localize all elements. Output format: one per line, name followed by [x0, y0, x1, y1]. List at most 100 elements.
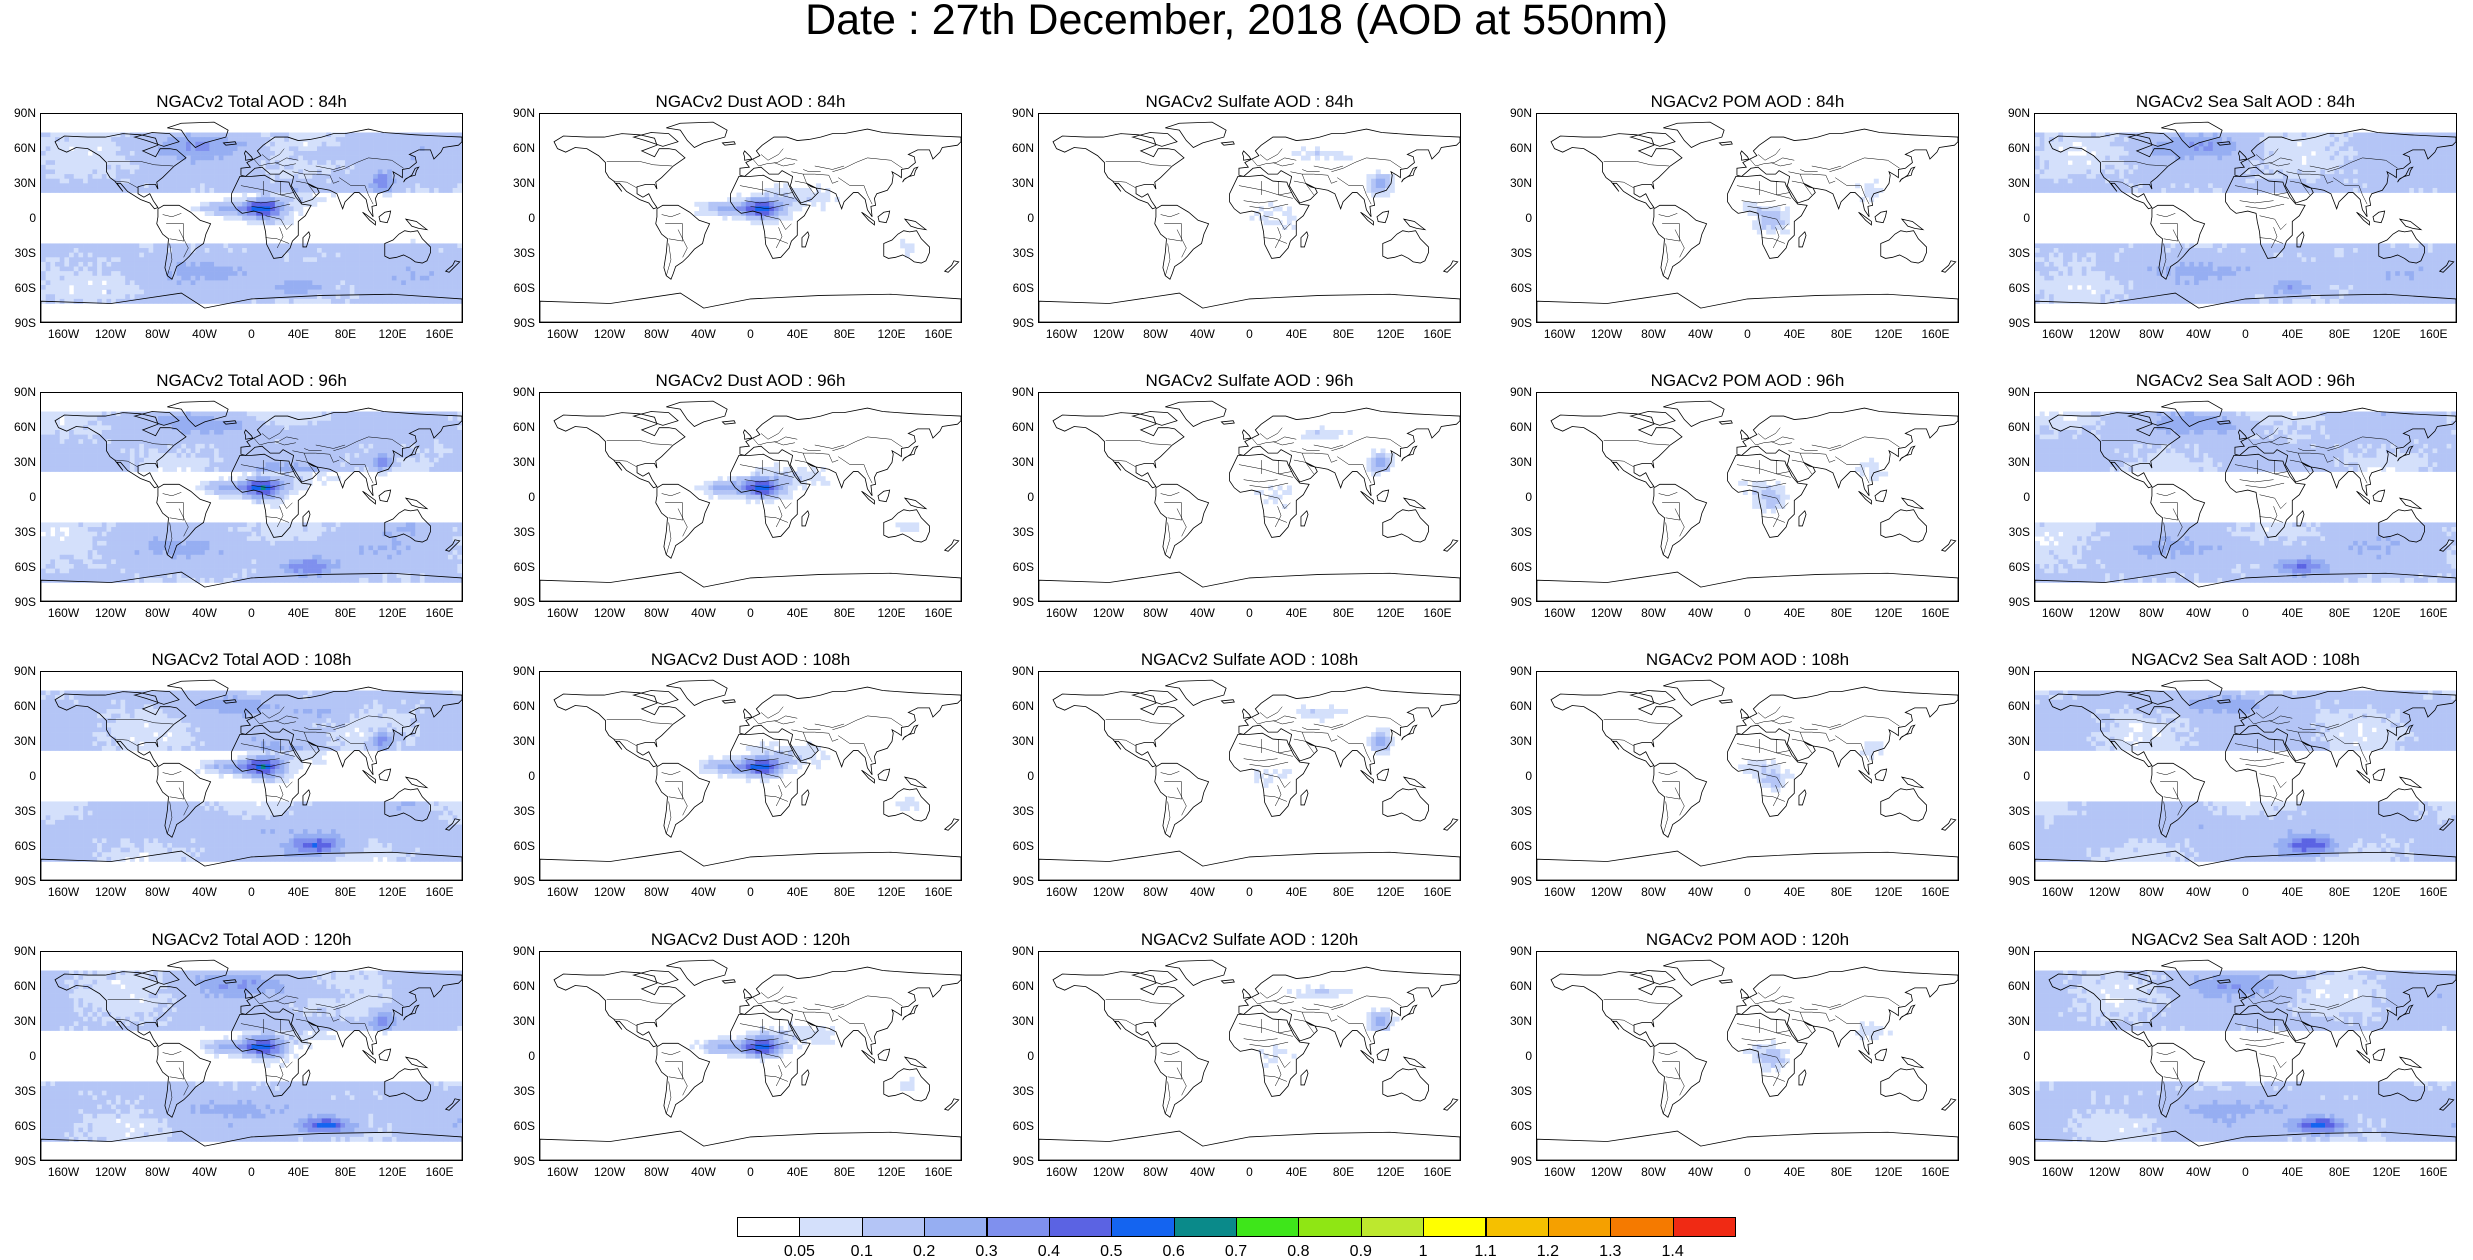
lon-tick-label: 40E	[1775, 1165, 1815, 1179]
lat-tick-label: 30S	[1994, 1084, 2030, 1098]
lat-tick-label: 60N	[499, 979, 535, 993]
lon-tick-label: 40W	[1183, 327, 1223, 341]
lon-tick-label: 40W	[684, 327, 724, 341]
lon-tick-label: 0	[2226, 1165, 2266, 1179]
aod-shading	[41, 690, 462, 862]
lon-tick-label: 120W	[590, 885, 630, 899]
lon-tick-label: 120W	[590, 327, 630, 341]
map-panel-pom-4: NGACv2 POM AOD : 120h 90N 60N 30N 0 30S 60S 90S…	[1496, 931, 1959, 1179]
aod-field	[1537, 959, 1958, 1160]
lon-tick-label: 80E	[2320, 885, 2360, 899]
map-panel-total-2: NGACv2 Total AOD : 96h 90N 60N 30N 0 30S 60S 90…	[0, 372, 463, 620]
lon-tick-label: 160E	[1418, 327, 1458, 341]
lat-tick-label: 0	[499, 211, 535, 225]
colorbar-swatch	[861, 1217, 926, 1237]
lon-tick-label: 80W	[2132, 606, 2172, 620]
world-map	[539, 671, 962, 881]
lat-tick-label: 90N	[499, 106, 535, 120]
lat-tick-label: 90N	[499, 944, 535, 958]
lon-tick-label: 120W	[1587, 1165, 1627, 1179]
lon-tick-label: 40E	[1775, 606, 1815, 620]
country-borders	[107, 706, 404, 834]
lon-tick-label: 0	[232, 327, 272, 341]
aod-field	[2035, 121, 2456, 322]
lat-tick-label: 30N	[1496, 1014, 1532, 1028]
panel-title: NGACv2 Total AOD : 120h	[40, 931, 463, 949]
aod-field	[1039, 121, 1460, 322]
lon-tick-label: 80W	[138, 606, 178, 620]
lon-tick-label: 80E	[825, 1165, 865, 1179]
coastlines	[2035, 121, 2456, 322]
aod-shading	[689, 1021, 915, 1091]
lon-tick-label: 80E	[326, 606, 366, 620]
lon-tick-label: 80W	[1634, 1165, 1674, 1179]
aod-field	[41, 679, 462, 880]
aod-shading	[2035, 132, 2456, 304]
lon-tick-label: 80W	[138, 327, 178, 341]
lat-tick-label: 90S	[0, 874, 36, 888]
coastlines	[2035, 679, 2456, 880]
aod-shading	[1254, 704, 1395, 788]
lon-tick-label: 0	[1230, 1165, 1270, 1179]
lat-tick-label: 60S	[998, 560, 1034, 574]
lon-tick-label: 120W	[590, 606, 630, 620]
lon-tick-label: 160W	[543, 327, 583, 341]
coastlines	[1537, 400, 1958, 601]
lon-tick-label: 0	[731, 1165, 771, 1179]
aod-field	[2035, 959, 2456, 1160]
lat-tick-label: 60S	[499, 1119, 535, 1133]
lat-tick-label: 0	[1496, 490, 1532, 504]
lat-tick-label: 60S	[499, 839, 535, 853]
country-borders	[1603, 986, 1900, 1114]
panel-title: NGACv2 Dust AOD : 108h	[539, 651, 962, 669]
lon-tick-label: 80W	[2132, 327, 2172, 341]
lat-tick-label: 30S	[0, 804, 36, 818]
lat-tick-label: 0	[998, 769, 1034, 783]
map-panel-sulfate-4: NGACv2 Sulfate AOD : 120h 90N 60N 30N 0 30S 60…	[998, 931, 1461, 1179]
map-panel-dust-2: NGACv2 Dust AOD : 96h 90N 60N 30N 0 30S 60S 90S…	[499, 372, 962, 620]
lon-tick-label: 40W	[2179, 885, 2219, 899]
lon-tick-label: 120W	[1587, 885, 1627, 899]
coastlines	[540, 959, 961, 1160]
lat-tick-label: 0	[0, 1049, 36, 1063]
lat-tick-label: 30N	[1994, 734, 2030, 748]
lat-tick-label: 30N	[499, 176, 535, 190]
lon-tick-label: 40W	[2179, 327, 2219, 341]
lon-tick-label: 160E	[919, 885, 959, 899]
world-map	[2034, 671, 2457, 881]
aod-shading	[2035, 690, 2456, 862]
panel-title: NGACv2 Sea Salt AOD : 96h	[2034, 372, 2457, 390]
aod-shading	[41, 132, 462, 304]
lon-tick-label: 120E	[373, 1165, 413, 1179]
aod-shading	[694, 183, 915, 258]
lat-tick-label: 0	[998, 1049, 1034, 1063]
lat-tick-label: 60S	[499, 560, 535, 574]
lat-tick-label: 60S	[0, 839, 36, 853]
lat-tick-label: 60N	[1994, 699, 2030, 713]
lat-tick-label: 30S	[1994, 246, 2030, 260]
lon-tick-label: 160E	[420, 327, 460, 341]
lat-tick-label: 30N	[1496, 734, 1532, 748]
lat-tick-label: 0	[1496, 1049, 1532, 1063]
lon-tick-label: 120E	[872, 1165, 912, 1179]
lat-tick-label: 0	[499, 1049, 535, 1063]
lon-tick-label: 120W	[91, 885, 131, 899]
lat-tick-label: 30S	[499, 1084, 535, 1098]
lon-tick-label: 80W	[1136, 1165, 1176, 1179]
colorbar-swatch	[1298, 1217, 1362, 1237]
lat-tick-label: 90S	[1994, 1154, 2030, 1168]
lon-tick-label: 80W	[2132, 1165, 2172, 1179]
map-panel-dust-1: NGACv2 Dust AOD : 84h 90N 60N 30N 0 30S 60S 90S…	[499, 93, 962, 341]
lon-tick-label: 40W	[2179, 606, 2219, 620]
lat-tick-label: 30N	[499, 734, 535, 748]
map-panel-pom-3: NGACv2 POM AOD : 108h 90N 60N 30N 0 30S 60S 90S…	[1496, 651, 1959, 899]
aod-field	[41, 400, 462, 601]
lon-tick-label: 160E	[420, 1165, 460, 1179]
aod-shading	[1742, 178, 1884, 235]
lon-tick-label: 40W	[2179, 1165, 2219, 1179]
lat-tick-label: 90N	[998, 106, 1034, 120]
panel-title: NGACv2 Sulfate AOD : 84h	[1038, 93, 1461, 111]
lon-tick-label: 160W	[1042, 885, 1082, 899]
lon-tick-label: 160W	[1042, 1165, 1082, 1179]
lon-tick-label: 120W	[1587, 327, 1627, 341]
